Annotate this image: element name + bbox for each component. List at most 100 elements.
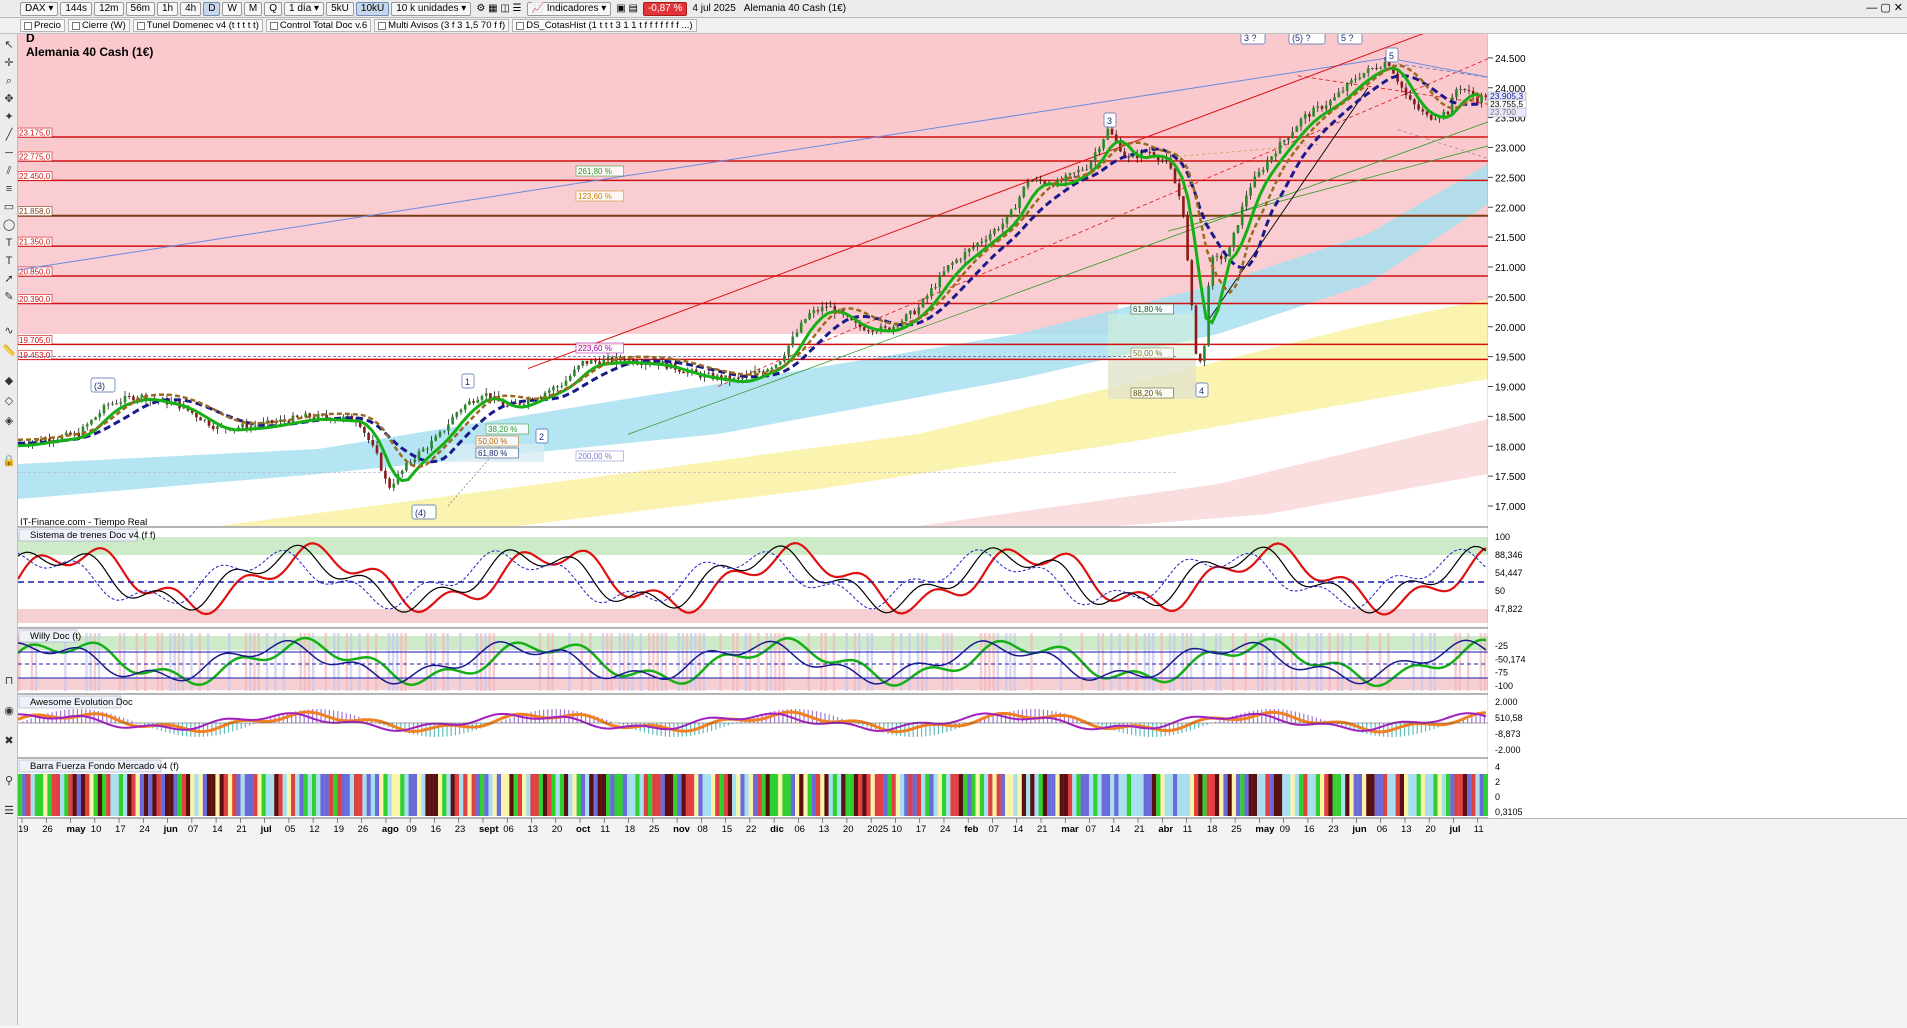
barra-bar	[299, 774, 303, 816]
barra-bar	[787, 774, 791, 816]
date-label: dic	[770, 824, 784, 835]
channel-icon[interactable]: ⫽	[2, 164, 16, 178]
toolbar-icons-2[interactable]: ▣ ▤	[613, 3, 641, 14]
level-label: 23.175,0	[19, 129, 51, 138]
barra-bar	[761, 774, 765, 816]
candle-body	[779, 361, 782, 364]
date-label: 10	[91, 824, 102, 835]
ellipse-icon[interactable]: ◯	[2, 218, 16, 232]
candle-body	[195, 413, 198, 417]
tf-4h[interactable]: 4h	[180, 2, 201, 16]
legend-control-total[interactable]: Control Total Doc v.6	[266, 19, 371, 32]
candle-body	[993, 229, 996, 234]
tf-w[interactable]: W	[222, 2, 241, 16]
size-10ku[interactable]: 10kU	[356, 2, 389, 16]
candle-body	[1409, 95, 1412, 99]
tf-d[interactable]: D	[203, 2, 220, 16]
window-controls[interactable]: — ▢ ✕	[1866, 1, 1903, 14]
candle-body	[1459, 89, 1462, 90]
barra-bar	[262, 774, 266, 816]
candle-body	[128, 396, 131, 397]
tag-icon[interactable]: ◆	[2, 374, 16, 388]
bulb-icon[interactable]: ✦	[2, 110, 16, 124]
date-label: 07	[988, 824, 999, 835]
level-label: 20.390,0	[19, 295, 51, 304]
magnet-icon[interactable]: ⊓	[2, 674, 16, 688]
barra-bar	[1001, 774, 1005, 816]
awesome-hist-bar	[1039, 709, 1040, 723]
pan-icon[interactable]: ✥	[2, 92, 16, 106]
tf-12m[interactable]: 12m	[94, 2, 123, 16]
units-selector[interactable]: 10 k unidades ▾	[391, 2, 471, 16]
zoom-icon[interactable]: ⌕	[2, 74, 16, 88]
barra-bar	[1055, 774, 1059, 816]
symbol-selector[interactable]: DAX ▾	[20, 2, 58, 16]
barra-bar	[211, 774, 215, 816]
candle-body	[367, 433, 370, 440]
legend-multi-avisos[interactable]: Multi Avisos (3 f 3 1,5 70 f f)	[374, 19, 509, 32]
fib-icon[interactable]: ≡	[2, 182, 16, 196]
barra-bar	[1110, 774, 1114, 816]
hline-icon[interactable]: ─	[2, 146, 16, 160]
candle-body	[90, 420, 93, 425]
pin-icon[interactable]: ⚲	[2, 774, 16, 788]
list-icon[interactable]: ☰	[2, 804, 16, 818]
barra-bar	[1442, 774, 1446, 816]
willy-bar	[1110, 633, 1113, 691]
tf-q[interactable]: Q	[264, 2, 282, 16]
willy-bar	[610, 633, 613, 691]
barra-bar	[896, 774, 900, 816]
candle-body	[1270, 156, 1273, 161]
line-icon[interactable]: ╱	[2, 128, 16, 142]
candle-body	[1006, 217, 1009, 224]
trenes-axis-label: 54,447	[1495, 568, 1523, 578]
text2-icon[interactable]: T	[2, 254, 16, 268]
eye-icon[interactable]: ◉	[2, 704, 16, 718]
period-selector[interactable]: 1 día ▾	[284, 2, 324, 16]
barra-bar	[1051, 774, 1055, 816]
barra-bar	[631, 774, 635, 816]
lock-icon[interactable]: 🔒	[2, 454, 16, 468]
cursor-icon[interactable]: ↖	[2, 38, 16, 52]
barra-bar	[43, 774, 47, 816]
barra-bar	[480, 774, 484, 816]
willy-bar	[1102, 633, 1105, 691]
barra-bar	[266, 774, 270, 816]
barra-bar	[614, 774, 618, 816]
tf-144s[interactable]: 144s	[60, 2, 92, 16]
delete-icon[interactable]: ✖	[2, 734, 16, 748]
arrow-icon[interactable]: ➚	[2, 272, 16, 286]
barra-bar	[337, 774, 341, 816]
legend-cierre[interactable]: Cierre (W)	[68, 19, 130, 32]
candle-body	[1245, 196, 1248, 207]
size-5ku[interactable]: 5kU	[326, 2, 354, 16]
text-icon[interactable]: T	[2, 236, 16, 250]
pencil-icon[interactable]: ✎	[2, 290, 16, 304]
barra-bar	[1303, 774, 1307, 816]
crosshair-icon[interactable]: ✛	[2, 56, 16, 70]
willy-bar	[1379, 633, 1382, 691]
candle-body	[1128, 156, 1131, 157]
willy-bar	[1291, 633, 1294, 691]
tf-56m[interactable]: 56m	[126, 2, 155, 16]
wave-icon[interactable]: ∿	[2, 324, 16, 338]
toolbar-icons[interactable]: ⚙ ▦ ◫ ☰	[473, 3, 524, 14]
awesome-hist-bar	[241, 723, 242, 729]
rect-icon[interactable]: ▭	[2, 200, 16, 214]
ruler-icon[interactable]: 📏	[2, 344, 16, 358]
tag3-icon[interactable]: ◈	[2, 414, 16, 428]
tf-1h[interactable]: 1h	[157, 2, 178, 16]
awesome-hist-bar	[551, 709, 552, 723]
indicadores-button[interactable]: 📈 Indicadores ▾	[527, 2, 612, 16]
awesome-axis-label: 510,58	[1495, 713, 1523, 723]
tag2-icon[interactable]: ◇	[2, 394, 16, 408]
level-label: 19.453,0	[19, 351, 51, 360]
legend-tunel[interactable]: Tunel Domenec v4 (t t t t t)	[133, 19, 263, 32]
legend-precio[interactable]: Precio	[20, 19, 65, 32]
legend-cotashist[interactable]: DS_CotasHist (1 t t t 3 1 1 t f f f f f …	[512, 19, 696, 32]
willy-bar	[745, 633, 748, 691]
candle-body	[254, 426, 257, 427]
tf-m[interactable]: M	[244, 2, 262, 16]
candle-body	[930, 288, 933, 296]
